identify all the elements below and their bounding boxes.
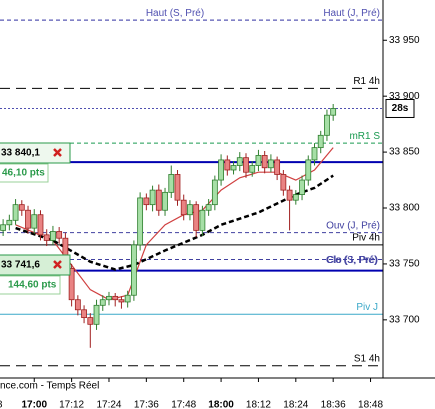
x-tick-label: 17:24 [96, 400, 121, 409]
candle-body [243, 157, 249, 173]
candle-body [236, 157, 243, 166]
x-tick-label: 48 [0, 400, 3, 409]
x-tick-label: 17:36 [134, 400, 159, 409]
y-tick-label: 33 900 [389, 91, 420, 102]
candle-body [143, 197, 150, 206]
candle-body [286, 189, 293, 201]
candle-body [18, 204, 25, 211]
candle-body [255, 155, 262, 166]
level-label: Haut (J, Pré) [323, 8, 380, 19]
trade-price: 33 840,1 [1, 148, 40, 159]
candle-body [149, 189, 156, 206]
candle-body [211, 179, 218, 206]
candle-body [118, 299, 125, 303]
x-tick-label: 18:48 [358, 400, 383, 409]
x-tick-label: 18:36 [321, 400, 346, 409]
candle-body [50, 231, 56, 241]
candle-body [87, 317, 94, 325]
x-tick-label: 18:12 [246, 400, 271, 409]
y-tick-label: 33 750 [389, 259, 420, 270]
candle-body [106, 295, 112, 301]
candle-body [112, 295, 119, 301]
x-tick-label: 18:00 [208, 400, 234, 409]
current-price-box [385, 98, 415, 118]
candle-body [324, 114, 330, 136]
candle-body [12, 204, 19, 221]
x-tick-label: 17:48 [171, 400, 196, 409]
candle-body [230, 165, 237, 171]
candle-body [187, 204, 193, 216]
candle-body [137, 197, 144, 246]
candle-body [317, 134, 324, 149]
level-label: Ouv (J, Pré) [326, 220, 380, 231]
y-tick-label: 33 950 [389, 35, 420, 46]
trade-pts: 46,10 pts [2, 168, 45, 179]
candle-body [180, 199, 187, 216]
candle-body [168, 174, 175, 193]
trade-pts-box [0, 163, 49, 183]
y-tick-label: 33 700 [389, 314, 420, 325]
trade-price-box [0, 254, 71, 276]
candle-body [305, 159, 312, 181]
axes: 33 700 33 750 33 800 33 850 33 900 33 950 48 17… [0, 35, 420, 409]
candle-body [330, 108, 337, 116]
candle-body [162, 191, 168, 211]
candle-body [224, 159, 231, 171]
candle-body [249, 165, 256, 173]
trade-price-box [0, 142, 71, 164]
candle-body [261, 155, 268, 169]
x-tick-label: 18:24 [283, 400, 308, 409]
candle-body [25, 209, 31, 229]
level-label: Clo (J, Pré) [327, 255, 378, 266]
plot-area: Haut (S, Pré) Haut (J, Pré) R1 4h mR1 S Ouv … [0, 8, 383, 367]
level-label: Piv J [356, 302, 378, 313]
candle-body [193, 204, 200, 231]
candle-body [31, 214, 38, 229]
candle-body [292, 194, 299, 201]
trade-pts: 144,60 pts [8, 280, 57, 291]
candle-body [99, 299, 106, 306]
candle-body [68, 268, 75, 301]
candle-body [0, 224, 7, 231]
y-tick-label: 33 800 [389, 203, 420, 214]
level-label: mR1 S [349, 131, 380, 142]
close-icon[interactable] [53, 260, 62, 269]
x-tick-label: 17:00 [21, 400, 47, 409]
candle-body [6, 219, 13, 226]
close-icon[interactable] [53, 148, 62, 157]
candle-body [56, 231, 63, 239]
candle-body [280, 174, 287, 191]
trade-price: 33 741,6 [1, 260, 40, 271]
candle-body [199, 209, 206, 231]
candle-body [37, 214, 44, 236]
candle-body [268, 159, 274, 169]
candle-body [93, 304, 100, 325]
level-label: Piv 4h [352, 233, 380, 244]
candle-body [43, 234, 50, 241]
candle-body [311, 147, 318, 161]
candle-body [81, 309, 87, 319]
candle-body [155, 189, 162, 211]
trade-pts-box [0, 275, 61, 295]
level-label: Clo (S, Pré) [326, 255, 378, 266]
candle-body [130, 244, 137, 296]
level-label: R1 4h [353, 76, 380, 87]
y-tick-label: 33 850 [389, 147, 420, 158]
level-label: S1 4h [354, 353, 380, 364]
moving-average-line [15, 147, 334, 301]
candle-body [74, 299, 81, 311]
candle-body [205, 204, 212, 211]
candle-body [299, 179, 305, 195]
level-label: Haut (S, Pré) [146, 8, 204, 19]
candle-body [274, 159, 281, 175]
candle-body [218, 159, 224, 181]
moving-average-line [15, 174, 334, 271]
x-tick-label: 17:12 [59, 400, 84, 409]
source: nce.com - Temps Réel [0, 381, 99, 392]
current-price-label: 28s [392, 103, 409, 114]
candle-body [174, 174, 181, 201]
candle-body [124, 294, 131, 303]
